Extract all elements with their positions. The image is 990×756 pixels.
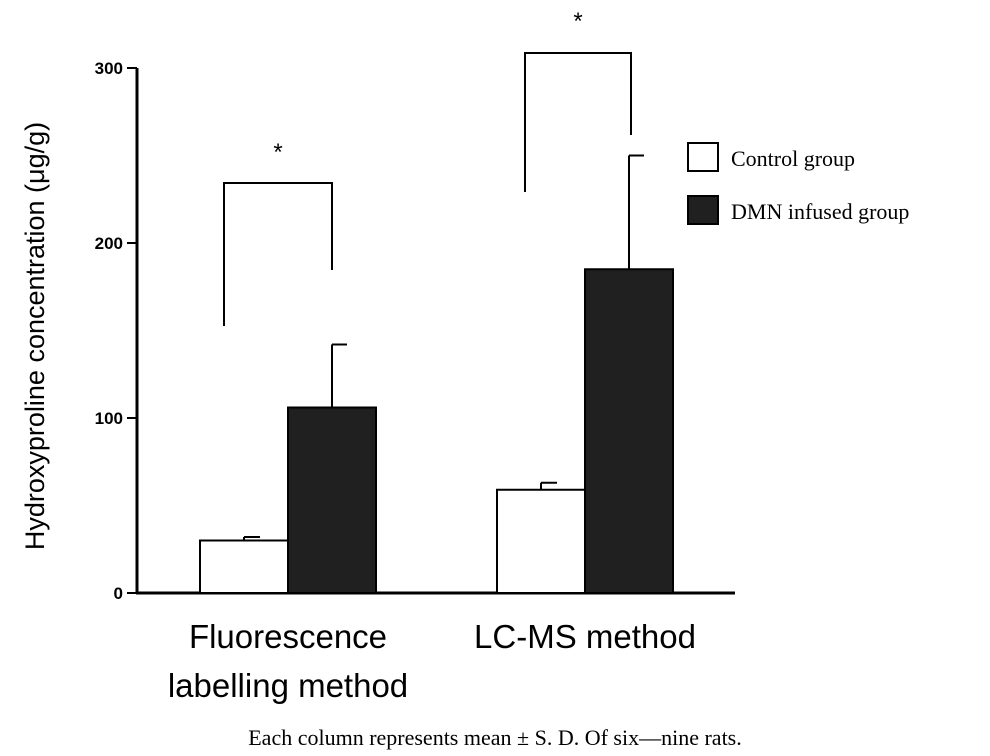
legend-swatch <box>687 142 719 172</box>
footnote: Each column represents mean ± S. D. Of s… <box>248 725 742 750</box>
y-tick-label: 300 <box>95 59 123 78</box>
legend-label: DMN infused group <box>731 199 909 224</box>
legend-label: Control group <box>731 146 855 171</box>
x-tick-label: labelling method <box>168 667 408 704</box>
y-tick-label: 0 <box>114 584 123 603</box>
bar <box>496 488 586 594</box>
significance-brackets: ** <box>223 8 632 326</box>
x-tick-label: Fluorescence <box>189 618 387 655</box>
bar <box>584 268 674 594</box>
x-tick-label: LC-MS method <box>474 618 696 655</box>
y-tick-label: 200 <box>95 234 123 253</box>
bars <box>199 154 674 594</box>
bar <box>287 406 377 594</box>
significance-star: * <box>273 139 282 166</box>
y-tick-label: 100 <box>95 409 123 428</box>
significance-bracket <box>223 182 333 326</box>
axes: 0 100 200 300 Hydroxyproline concentration (… <box>20 59 735 603</box>
bar <box>199 539 289 594</box>
significance-star: * <box>573 8 582 35</box>
y-axis-title: Hydroxyproline concentration (μg/g) <box>20 122 50 550</box>
legend: Control group DMN infused group <box>687 142 909 225</box>
labels: Fluorescence labelling method LC-MS method… <box>168 618 742 750</box>
legend-swatch <box>687 195 719 225</box>
significance-bracket <box>524 52 632 192</box>
